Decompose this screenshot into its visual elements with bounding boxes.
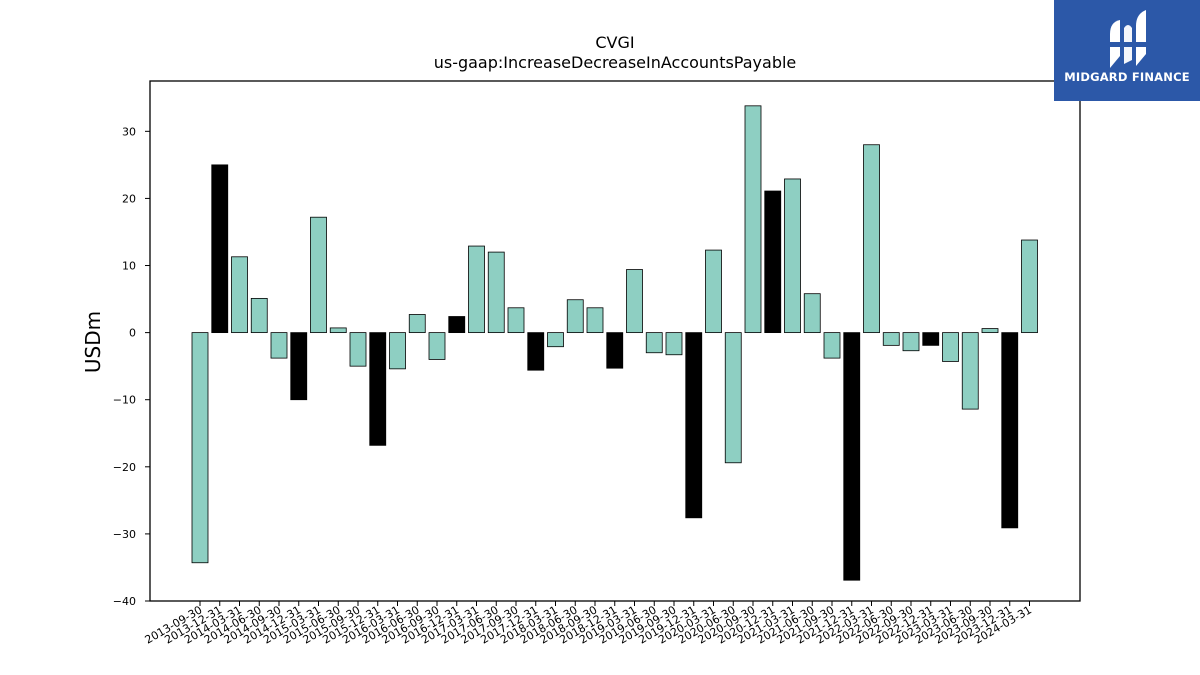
- bar-2021-09-30: [823, 332, 841, 359]
- bar-2017-12-31: [527, 332, 545, 371]
- y-tick-label: 20: [122, 192, 136, 205]
- bars-group: [191, 105, 1038, 581]
- bar-2020-06-30: [724, 332, 742, 464]
- bar-2013-09-30: [191, 332, 209, 564]
- bar-2017-03-31: [468, 245, 485, 334]
- bar-2018-03-31: [547, 332, 564, 348]
- y-tick-label: −20: [113, 461, 136, 474]
- bar-2022-12-31: [922, 332, 940, 346]
- bar-2017-09-30: [507, 307, 525, 334]
- bar-2019-12-31: [685, 332, 703, 519]
- y-tick-label: 30: [122, 125, 136, 138]
- bar-2014-09-30: [270, 332, 288, 359]
- y-tick-label: −10: [113, 394, 136, 407]
- bar-2023-09-30: [981, 328, 999, 334]
- bar-2016-12-31: [448, 316, 466, 334]
- x-axis: 2013-09-302013-12-312014-03-312014-06-30…: [143, 601, 1034, 647]
- bar-2018-06-30: [566, 299, 584, 334]
- bar-2016-09-30: [428, 332, 446, 360]
- bar-2019-03-31: [626, 269, 643, 334]
- brand-logo: MIDGARD FINANCE: [1054, 0, 1200, 101]
- y-tick-label: −30: [113, 528, 136, 541]
- bar-2022-06-30: [882, 332, 900, 346]
- bar-2014-06-30: [250, 297, 268, 334]
- chart-title: CVGI: [595, 33, 634, 52]
- bar-2021-06-30: [803, 293, 821, 334]
- bar-2016-03-31: [389, 332, 406, 370]
- y-axis-label: USDm: [81, 311, 105, 373]
- bar-2015-06-30: [329, 327, 347, 334]
- y-axis: −40 −30 −20 −10 0 10 20 30: [113, 125, 150, 608]
- bar-2020-12-31: [764, 190, 782, 334]
- bar-2022-09-30: [902, 332, 920, 352]
- bar-2023-03-31: [942, 332, 959, 362]
- bar-2013-12-31: [211, 164, 229, 334]
- bar-2023-12-31: [1001, 332, 1019, 529]
- bar-2018-09-30: [586, 307, 604, 334]
- y-tick-label: 0: [129, 327, 136, 340]
- bar-2014-03-31: [231, 256, 248, 334]
- bar-2015-09-30: [349, 332, 367, 367]
- y-tick-label: −40: [113, 595, 136, 608]
- bar-2023-06-30: [961, 332, 979, 410]
- bar-2019-09-30: [665, 332, 683, 356]
- plot-frame: [149, 80, 1081, 602]
- brand-name: MIDGARD FINANCE: [1064, 70, 1190, 84]
- bar-2016-06-30: [408, 314, 426, 334]
- chart-subtitle: us-gaap:IncreaseDecreaseInAccountsPayabl…: [434, 53, 797, 72]
- y-tick-label: 10: [122, 260, 136, 273]
- bar-2021-12-31: [843, 332, 861, 581]
- bar-2022-03-31: [863, 144, 880, 334]
- bar-2020-03-31: [705, 249, 722, 334]
- bar-2017-06-30: [487, 251, 505, 334]
- bar-2014-12-31: [290, 332, 308, 401]
- bar-2024-03-31: [1021, 239, 1038, 334]
- bar-2020-09-30: [744, 105, 762, 334]
- bar-2018-12-31: [606, 332, 624, 369]
- midgard-logo-icon: [1110, 10, 1146, 68]
- bar-2015-12-31: [369, 332, 387, 446]
- bar-2015-03-31: [310, 216, 327, 334]
- bar-2019-06-30: [645, 332, 663, 354]
- bar-2021-03-31: [784, 178, 801, 334]
